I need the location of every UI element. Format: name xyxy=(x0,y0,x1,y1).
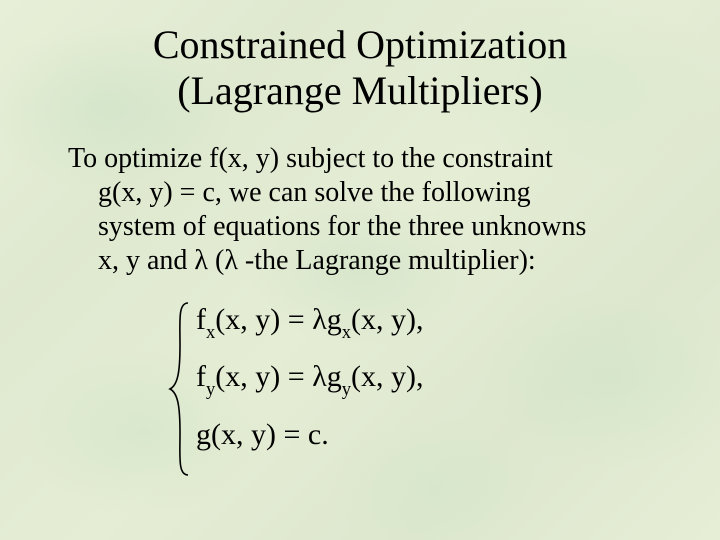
equation-3: g(x, y) = c. xyxy=(196,420,660,450)
equation-system: fx(x, y) = λgx(x, y), fy(x, y) = λgy(x, … xyxy=(190,305,660,450)
eq2-lhs-fn: f xyxy=(196,362,206,392)
slide-title: Constrained Optimization (Lagrange Multi… xyxy=(60,22,660,114)
eq3-equals: = xyxy=(283,418,300,451)
eq1-rhs-fn: g xyxy=(327,305,342,335)
eq1-lambda: λ xyxy=(312,303,327,336)
equation-1: fx(x, y) = λgx(x, y), xyxy=(196,305,660,341)
equation-2: fy(x, y) = λgy(x, y), xyxy=(196,362,660,398)
eq2-equals: = xyxy=(288,360,305,393)
eq2-lhs-args: (x, y) xyxy=(215,360,280,393)
title-line-1: Constrained Optimization xyxy=(153,22,567,67)
eq1-lhs-args: (x, y) xyxy=(215,303,280,336)
eq1-equals: = xyxy=(288,303,305,336)
body-line-4: x, y and λ (λ -the Lagrange multiplier): xyxy=(98,245,536,276)
eq2-rhs-args: (x, y), xyxy=(351,360,423,393)
eq1-rhs-sub: x xyxy=(342,322,351,343)
eq3-rhs: c. xyxy=(308,418,329,451)
eq1-lhs-sub: x xyxy=(206,322,215,343)
eq3-lhs-args: (x, y) xyxy=(211,418,276,451)
left-brace-icon xyxy=(168,301,192,477)
eq1-rhs-args: (x, y), xyxy=(351,303,423,336)
body-line-1: To optimize f(x, y) subject to the const… xyxy=(68,143,553,174)
body-line-2: g(x, y) = c, we can solve the following xyxy=(98,177,531,208)
eq2-rhs-fn: g xyxy=(327,362,342,392)
eq2-lhs-sub: y xyxy=(206,379,215,400)
title-line-2: (Lagrange Multipliers) xyxy=(177,68,542,113)
slide: Constrained Optimization (Lagrange Multi… xyxy=(0,0,720,540)
eq2-rhs-sub: y xyxy=(342,379,351,400)
eq3-lhs-fn: g xyxy=(196,420,211,450)
body-paragraph: To optimize f(x, y) subject to the const… xyxy=(68,142,660,279)
body-line-3: system of equations for the three unknow… xyxy=(98,211,586,242)
eq2-lambda: λ xyxy=(312,360,327,393)
eq1-lhs-fn: f xyxy=(196,305,206,335)
